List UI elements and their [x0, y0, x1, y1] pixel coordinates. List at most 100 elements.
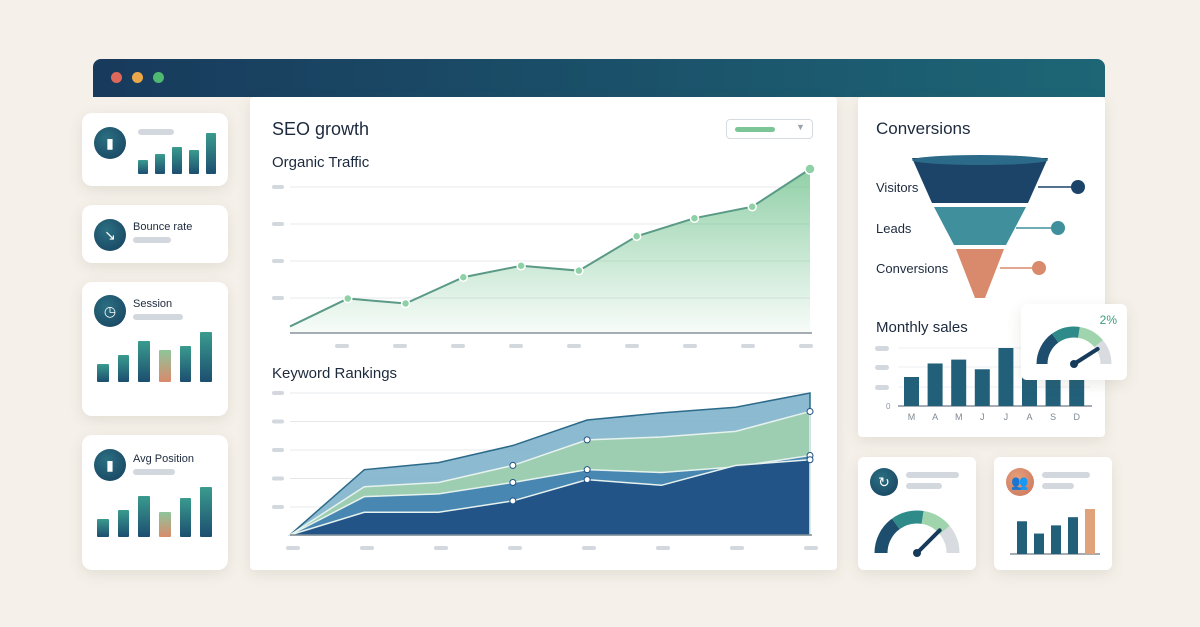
placeholder-line [138, 129, 174, 135]
x-tick-placeholder [286, 546, 300, 550]
x-tick-placeholder [567, 344, 581, 348]
x-tick-placeholder [730, 546, 744, 550]
organic-traffic-point [804, 163, 816, 175]
funnel-stage-leads [934, 207, 1026, 245]
card-label: Avg Position [133, 453, 194, 465]
y-tick-placeholder [272, 476, 284, 481]
mini-bar [159, 350, 171, 382]
monthly-sales-title: Monthly sales [876, 319, 968, 336]
funnel-top [912, 155, 1048, 165]
x-tick-placeholder [508, 546, 522, 550]
refresh-icon: ↻ [870, 468, 898, 496]
placeholder-line [906, 483, 942, 489]
mini-bar [138, 160, 148, 174]
organic-traffic-point [516, 261, 526, 271]
minimize-window-dot[interactable] [132, 72, 143, 83]
funnel-stage-visitors [912, 158, 1048, 203]
card-label: Session [133, 298, 173, 310]
funnel-label-visitors: Visitors [876, 180, 919, 195]
sales-bar [927, 363, 943, 406]
month-label: A [1026, 412, 1032, 422]
y-tick-placeholder [272, 185, 284, 189]
mini-bar [97, 363, 109, 382]
mini-bar [97, 518, 109, 537]
chevron-down-icon: ▼ [796, 122, 805, 132]
mini-bar [200, 332, 213, 382]
y-tick-placeholder [272, 259, 284, 263]
keyword-point [509, 461, 517, 469]
clock-icon: ◷ [94, 295, 126, 327]
users-icon: 👥 [1006, 468, 1034, 496]
gauge-value: 2% [1099, 313, 1117, 327]
mini-bar [117, 354, 130, 382]
keyword-series-area [289, 458, 811, 536]
y-tick-placeholder [272, 391, 284, 395]
card-label: Bounce rate [133, 221, 193, 233]
organic-traffic-point [574, 265, 584, 276]
bar-chart-icon: ▮ [94, 127, 126, 159]
mini-bar-chart [97, 332, 213, 392]
mini-bar [200, 487, 213, 537]
mini-bar-chart [97, 487, 213, 547]
panel-title: SEO growth [272, 119, 370, 139]
placeholder-line [906, 472, 959, 478]
funnel-dot [1071, 180, 1085, 194]
users-bar [1017, 521, 1027, 554]
gauge-needle [1072, 346, 1100, 366]
gauge-arc [892, 510, 924, 530]
funnel-label-conversions: Conversions [876, 261, 949, 276]
x-tick-placeholder [683, 344, 697, 348]
x-tick-placeholder [625, 344, 639, 348]
mini-bar [117, 509, 130, 537]
users-bar [1085, 509, 1095, 554]
y-tick-placeholder [272, 448, 284, 452]
x-tick-placeholder [509, 344, 523, 348]
y-tick-placeholder [272, 419, 284, 424]
stat-card-avg-position[interactable]: ▮ Avg Position [82, 435, 228, 570]
dropdown-value [735, 127, 775, 132]
users-bar [1068, 517, 1078, 554]
x-tick-placeholder [434, 546, 448, 550]
keyword-point [509, 497, 517, 505]
gauge-arc [939, 525, 960, 554]
placeholder-line [133, 237, 171, 243]
organic-traffic-title: Organic Traffic [272, 154, 370, 171]
funnel-dot [1032, 261, 1046, 275]
organic-traffic-point [458, 272, 469, 282]
stat-card-bounce-rate[interactable]: ↘ Bounce rate [82, 205, 228, 263]
stat-card-session[interactable]: ◷ Session [82, 282, 228, 416]
range-dropdown[interactable]: ▼ [726, 119, 813, 139]
keyword-point [583, 436, 591, 444]
funnel-stage-conversions [956, 249, 1004, 298]
funnel-dot [1051, 221, 1065, 235]
keyword-point [806, 407, 814, 415]
y-tick-placeholder [272, 296, 284, 300]
stat-card-traffic[interactable]: ▮ [82, 113, 228, 186]
organic-traffic-point [689, 213, 700, 223]
mini-bar [138, 496, 151, 537]
month-label: D [1073, 412, 1080, 422]
x-tick-placeholder [656, 546, 670, 550]
keyword-point [806, 456, 814, 464]
bar-chart-icon: ▮ [94, 449, 126, 481]
x-tick-placeholder [741, 344, 755, 348]
gauge-hub [1070, 360, 1078, 368]
y-tick-placeholder [875, 385, 889, 390]
y-tick-placeholder [272, 505, 284, 509]
y-tick-placeholder [272, 222, 284, 226]
funnel-label-leads: Leads [876, 221, 912, 236]
conversions-title: Conversions [876, 119, 971, 138]
mini-bar [155, 153, 165, 174]
gauge-arc [1051, 326, 1080, 343]
sales-bar [998, 348, 1014, 406]
maximize-window-dot[interactable] [153, 72, 164, 83]
x-tick-placeholder [335, 344, 349, 348]
close-window-dot[interactable] [111, 72, 122, 83]
x-tick-placeholder [360, 546, 374, 550]
y-tick-placeholder [875, 346, 889, 351]
mini-bar [179, 497, 192, 537]
x-tick-placeholder [582, 546, 596, 550]
